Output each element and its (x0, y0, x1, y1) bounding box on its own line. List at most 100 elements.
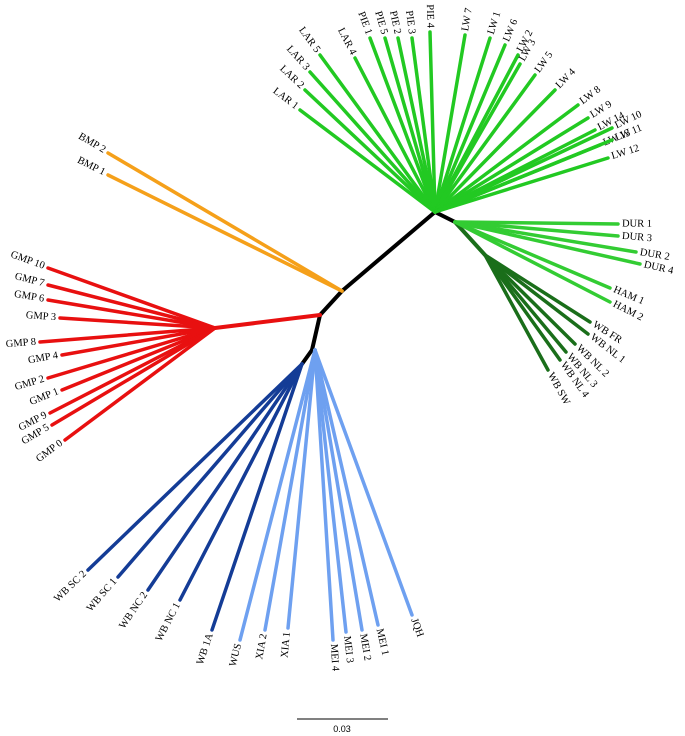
branch (58, 316, 217, 330)
branch (433, 138, 614, 214)
branch (483, 253, 577, 346)
branch (263, 348, 317, 632)
branch (313, 348, 380, 627)
leaf-label: LAR 1 (271, 86, 301, 112)
branch (116, 362, 304, 579)
leaf-label: PIE 5 (372, 10, 389, 36)
branch (453, 220, 612, 290)
branch (453, 220, 620, 226)
leaf-label: LW 12 (610, 143, 640, 162)
leaf-label: MEI 4 (328, 644, 341, 673)
leaf-label: PIE 1 (355, 10, 374, 36)
leaf-label: XIA 2 (254, 633, 269, 660)
branch (396, 36, 437, 214)
branch (238, 348, 317, 642)
leaf-label: GMP 8 (5, 337, 36, 350)
branch (86, 362, 304, 572)
leaf-label: GMP 0 (34, 438, 65, 465)
leaf-label: WB NC 1 (154, 601, 183, 643)
leaf-label: MEI 1 (374, 628, 391, 657)
leaf-label: PIE 4 (424, 4, 436, 29)
branch (48, 326, 217, 415)
branch (46, 298, 217, 330)
branch (60, 326, 217, 392)
branch (213, 313, 322, 330)
leaf-label: LW 5 (533, 50, 556, 75)
branch (433, 126, 614, 214)
leaf-label: GMP 3 (25, 310, 56, 323)
branch (298, 108, 437, 214)
branch (60, 326, 217, 357)
leaf-label: XIA 1 (280, 631, 293, 658)
branch (483, 253, 592, 324)
branch (453, 220, 642, 266)
leaf-label: MEI 3 (341, 635, 355, 663)
branch (106, 173, 344, 293)
branch (453, 220, 638, 254)
branch (433, 210, 457, 224)
branch (433, 33, 467, 214)
leaf-label: WB SC 1 (85, 576, 120, 614)
branch (308, 70, 437, 214)
branch (410, 36, 437, 214)
branch (433, 103, 580, 214)
branch (483, 253, 550, 372)
branch (433, 116, 590, 214)
leaf-label: LAR 4 (335, 26, 358, 57)
branch (433, 62, 522, 214)
leaf-label: GMP 4 (27, 350, 59, 366)
branch (433, 36, 492, 214)
branch (313, 348, 348, 634)
branch (433, 88, 557, 214)
branch (313, 348, 364, 632)
branch (46, 283, 217, 330)
leaf-label: WB NC 2 (117, 590, 150, 631)
leaf-label: PIE 2 (387, 10, 403, 35)
branch (483, 253, 590, 336)
branch (286, 348, 317, 630)
branch (383, 36, 437, 214)
scale-label: 0.03 (333, 724, 351, 734)
branch (433, 156, 610, 214)
leaf-label: BMP 2 (76, 131, 107, 156)
branch (178, 362, 304, 602)
leaf-label: BMP 1 (75, 155, 106, 178)
branch (433, 43, 507, 214)
leaf-label: LW 4 (554, 66, 579, 91)
leaf-label: PIE 3 (403, 10, 417, 35)
leaf-label: WB SC 2 (52, 569, 89, 605)
leaf-label: DUR 4 (643, 259, 675, 277)
leaf-label: LW 6 (501, 18, 520, 44)
leaf-label: GMP 7 (13, 271, 45, 289)
leaf-label: DUR 1 (622, 218, 652, 229)
branch (483, 253, 562, 362)
branch (453, 220, 620, 238)
leaf-label: LW 7 (460, 7, 475, 32)
leaf-label: GMP 1 (28, 386, 60, 408)
leaf-label: MEI 2 (357, 633, 372, 662)
leaf-label: LW 1 (486, 10, 503, 35)
branch (453, 220, 487, 257)
branch (310, 313, 322, 352)
leaf-label: GMP 6 (13, 289, 45, 305)
leaf-label: GMP 2 (14, 374, 46, 393)
branch (453, 220, 612, 304)
branch (38, 326, 217, 344)
branch (318, 289, 344, 317)
branch (313, 348, 414, 617)
branch (50, 326, 217, 427)
branch (353, 56, 437, 214)
branch (46, 266, 217, 330)
branch (428, 30, 437, 214)
leaf-label: WUS (228, 642, 245, 667)
leaf-label: WB 1A (195, 632, 216, 667)
branch (300, 348, 314, 366)
branch (318, 53, 437, 214)
branch (63, 326, 217, 442)
leaf-label: GMP 10 (9, 249, 46, 271)
branch (368, 36, 437, 214)
backbone (213, 210, 487, 366)
leaf-label: LAR 5 (296, 25, 322, 55)
